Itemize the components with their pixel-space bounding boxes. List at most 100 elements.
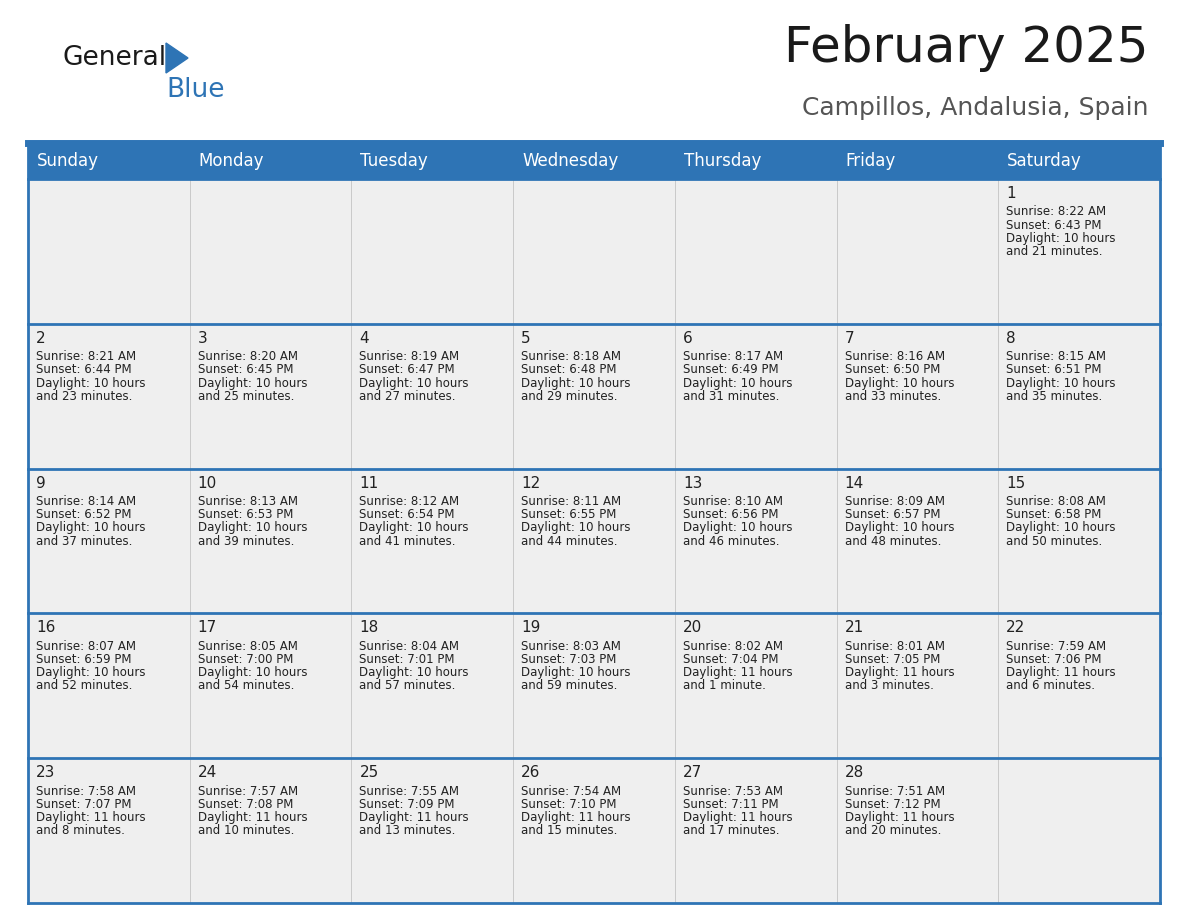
Text: Sunrise: 8:18 AM: Sunrise: 8:18 AM — [522, 350, 621, 364]
Text: and 37 minutes.: and 37 minutes. — [36, 534, 132, 547]
Text: Sunrise: 8:15 AM: Sunrise: 8:15 AM — [1006, 350, 1106, 364]
Text: and 39 minutes.: and 39 minutes. — [197, 534, 295, 547]
Text: and 50 minutes.: and 50 minutes. — [1006, 534, 1102, 547]
Text: Daylight: 10 hours: Daylight: 10 hours — [36, 666, 145, 679]
Bar — [836, 143, 998, 179]
Text: Sunrise: 8:02 AM: Sunrise: 8:02 AM — [683, 640, 783, 653]
Text: and 59 minutes.: and 59 minutes. — [522, 679, 618, 692]
Text: Daylight: 11 hours: Daylight: 11 hours — [683, 666, 792, 679]
Text: Saturday: Saturday — [1007, 152, 1082, 170]
Text: Sunset: 6:47 PM: Sunset: 6:47 PM — [360, 364, 455, 376]
Text: Sunrise: 7:57 AM: Sunrise: 7:57 AM — [197, 785, 298, 798]
Text: Sunset: 6:51 PM: Sunset: 6:51 PM — [1006, 364, 1101, 376]
Text: Daylight: 10 hours: Daylight: 10 hours — [845, 521, 954, 534]
Text: Daylight: 10 hours: Daylight: 10 hours — [845, 376, 954, 389]
Text: Sunrise: 8:12 AM: Sunrise: 8:12 AM — [360, 495, 460, 508]
Text: 13: 13 — [683, 476, 702, 490]
Text: Sunset: 7:04 PM: Sunset: 7:04 PM — [683, 653, 778, 666]
Text: Monday: Monday — [198, 152, 264, 170]
Text: and 54 minutes.: and 54 minutes. — [197, 679, 295, 692]
Text: and 52 minutes.: and 52 minutes. — [36, 679, 132, 692]
Text: Sunset: 6:58 PM: Sunset: 6:58 PM — [1006, 509, 1101, 521]
Text: Sunset: 7:01 PM: Sunset: 7:01 PM — [360, 653, 455, 666]
Text: Sunrise: 8:16 AM: Sunrise: 8:16 AM — [845, 350, 944, 364]
Text: Sunset: 6:52 PM: Sunset: 6:52 PM — [36, 509, 132, 521]
Text: and 10 minutes.: and 10 minutes. — [197, 824, 295, 837]
Text: 9: 9 — [36, 476, 46, 490]
Text: Sunset: 6:56 PM: Sunset: 6:56 PM — [683, 509, 778, 521]
Text: Sunset: 7:07 PM: Sunset: 7:07 PM — [36, 798, 132, 811]
Text: Sunrise: 8:13 AM: Sunrise: 8:13 AM — [197, 495, 298, 508]
Text: and 25 minutes.: and 25 minutes. — [197, 390, 295, 403]
Text: Sunset: 7:08 PM: Sunset: 7:08 PM — [197, 798, 293, 811]
Text: Daylight: 11 hours: Daylight: 11 hours — [360, 811, 469, 824]
Text: Sunrise: 8:03 AM: Sunrise: 8:03 AM — [522, 640, 621, 653]
Text: Sunrise: 8:09 AM: Sunrise: 8:09 AM — [845, 495, 944, 508]
Text: and 3 minutes.: and 3 minutes. — [845, 679, 934, 692]
Text: 27: 27 — [683, 766, 702, 780]
Text: Campillos, Andalusia, Spain: Campillos, Andalusia, Spain — [802, 96, 1148, 120]
Text: 3: 3 — [197, 330, 208, 346]
Text: 1: 1 — [1006, 186, 1016, 201]
Text: Daylight: 11 hours: Daylight: 11 hours — [197, 811, 308, 824]
Text: Daylight: 10 hours: Daylight: 10 hours — [522, 666, 631, 679]
Text: 25: 25 — [360, 766, 379, 780]
Text: Thursday: Thursday — [684, 152, 762, 170]
Text: Sunrise: 8:07 AM: Sunrise: 8:07 AM — [36, 640, 135, 653]
Bar — [675, 143, 836, 179]
Text: General: General — [62, 45, 166, 71]
Text: Sunrise: 8:10 AM: Sunrise: 8:10 AM — [683, 495, 783, 508]
Text: Sunrise: 8:08 AM: Sunrise: 8:08 AM — [1006, 495, 1106, 508]
Text: 22: 22 — [1006, 621, 1025, 635]
Text: Sunrise: 7:58 AM: Sunrise: 7:58 AM — [36, 785, 135, 798]
Text: Daylight: 10 hours: Daylight: 10 hours — [197, 521, 308, 534]
Text: Daylight: 10 hours: Daylight: 10 hours — [522, 521, 631, 534]
Text: Sunrise: 8:05 AM: Sunrise: 8:05 AM — [197, 640, 297, 653]
Text: 11: 11 — [360, 476, 379, 490]
Bar — [29, 613, 1159, 758]
Text: 5: 5 — [522, 330, 531, 346]
Text: Daylight: 10 hours: Daylight: 10 hours — [197, 666, 308, 679]
Text: Sunset: 6:45 PM: Sunset: 6:45 PM — [197, 364, 293, 376]
Text: Sunset: 7:11 PM: Sunset: 7:11 PM — [683, 798, 778, 811]
Bar — [513, 143, 675, 179]
Text: 10: 10 — [197, 476, 217, 490]
Text: Sunset: 6:48 PM: Sunset: 6:48 PM — [522, 364, 617, 376]
Text: Daylight: 10 hours: Daylight: 10 hours — [36, 521, 145, 534]
Bar — [29, 143, 190, 179]
Text: 20: 20 — [683, 621, 702, 635]
Text: 15: 15 — [1006, 476, 1025, 490]
Text: Sunset: 6:53 PM: Sunset: 6:53 PM — [197, 509, 293, 521]
Text: 26: 26 — [522, 766, 541, 780]
Text: 16: 16 — [36, 621, 56, 635]
Text: Sunset: 6:50 PM: Sunset: 6:50 PM — [845, 364, 940, 376]
Text: Daylight: 11 hours: Daylight: 11 hours — [683, 811, 792, 824]
Text: and 21 minutes.: and 21 minutes. — [1006, 245, 1102, 258]
Text: and 44 minutes.: and 44 minutes. — [522, 534, 618, 547]
Text: and 13 minutes.: and 13 minutes. — [360, 824, 456, 837]
Text: Sunset: 6:44 PM: Sunset: 6:44 PM — [36, 364, 132, 376]
Text: and 33 minutes.: and 33 minutes. — [845, 390, 941, 403]
Text: and 46 minutes.: and 46 minutes. — [683, 534, 779, 547]
Text: and 15 minutes.: and 15 minutes. — [522, 824, 618, 837]
Text: 7: 7 — [845, 330, 854, 346]
Text: Daylight: 10 hours: Daylight: 10 hours — [36, 376, 145, 389]
Text: and 8 minutes.: and 8 minutes. — [36, 824, 125, 837]
Text: Daylight: 10 hours: Daylight: 10 hours — [360, 521, 469, 534]
Text: and 35 minutes.: and 35 minutes. — [1006, 390, 1102, 403]
Text: 24: 24 — [197, 766, 217, 780]
Text: 18: 18 — [360, 621, 379, 635]
Text: and 48 minutes.: and 48 minutes. — [845, 534, 941, 547]
Text: Daylight: 10 hours: Daylight: 10 hours — [683, 376, 792, 389]
Text: Daylight: 11 hours: Daylight: 11 hours — [1006, 666, 1116, 679]
Text: Sunset: 6:59 PM: Sunset: 6:59 PM — [36, 653, 132, 666]
Text: and 20 minutes.: and 20 minutes. — [845, 824, 941, 837]
Text: and 1 minute.: and 1 minute. — [683, 679, 766, 692]
Text: and 17 minutes.: and 17 minutes. — [683, 824, 779, 837]
Text: 2: 2 — [36, 330, 45, 346]
Text: Sunset: 6:43 PM: Sunset: 6:43 PM — [1006, 218, 1101, 231]
Text: 28: 28 — [845, 766, 864, 780]
Text: Friday: Friday — [846, 152, 896, 170]
Text: Sunrise: 8:04 AM: Sunrise: 8:04 AM — [360, 640, 460, 653]
Text: Sunset: 7:10 PM: Sunset: 7:10 PM — [522, 798, 617, 811]
